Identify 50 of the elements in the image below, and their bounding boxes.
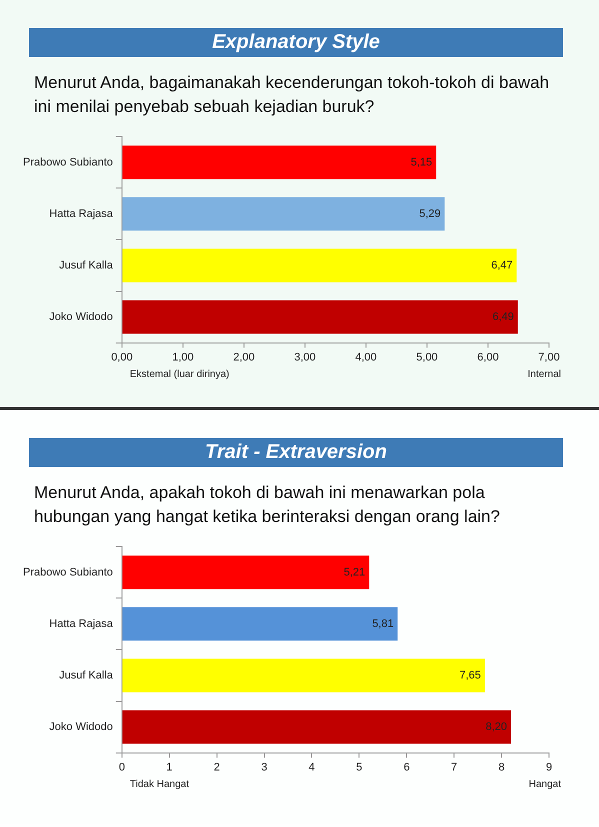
chart-subtitle: Menurut Anda, bagaimanakah kecenderungan tokoh-tokoh di bawah ini menilai penyebab sebuah kejadian buruk? [34, 72, 550, 118]
y-tick-label: Joko Widodo [49, 721, 113, 734]
bar [122, 658, 485, 692]
bar [122, 197, 445, 231]
x-tick-label: 0,00 [111, 351, 133, 364]
data-label: 6,49 [492, 311, 514, 324]
data-label: 5,15 [410, 156, 432, 168]
bar [122, 146, 436, 180]
x-tick-label: 7 [451, 761, 458, 774]
bar [122, 556, 370, 590]
x-tick-label: 3,00 [294, 351, 316, 364]
x-tick-label: 4 [308, 761, 315, 774]
x-tick-label: 5 [356, 761, 362, 774]
x-tick-label: 6 [404, 761, 410, 774]
x-tick-label: 1 [166, 761, 172, 774]
y-tick-label: Jusuf Kalla [59, 670, 114, 682]
y-tick-label: Jusuf Kalla [59, 260, 114, 272]
data-label: 6,47 [491, 260, 513, 272]
text: Hangat [528, 779, 561, 792]
x-tick-label: 5,00 [416, 351, 438, 364]
chart-title: Explanatory Style [29, 28, 563, 57]
x-tick-label: 2,00 [233, 351, 255, 364]
text: Ekstemal (luar dirinya) [130, 369, 230, 382]
text: Internal [528, 369, 561, 382]
chart-title: Trait - Extraversion [29, 438, 563, 467]
chart-subtitle: Menurut Anda, apakah tokoh di bawah ini menawarkan pola hubungan yang hangat ketika berinteraksi dengan orang lain? [34, 482, 501, 528]
x-tick-label: 3 [261, 761, 268, 774]
x-tick-label: 1,00 [172, 351, 194, 364]
data-label: 5,81 [372, 618, 394, 630]
x-tick-label: 8 [498, 761, 505, 774]
y-tick-label: Joko Widodo [49, 311, 113, 324]
data-label: 5,29 [419, 208, 441, 220]
x-tick-label: 7,00 [538, 351, 560, 364]
x-tick-label: 0 [118, 761, 125, 774]
y-tick-label: Prabowo Subianto [22, 566, 113, 578]
x-tick-label: 6,00 [477, 351, 499, 364]
bar [122, 607, 398, 641]
y-tick-label: Prabowo Subianto [22, 156, 113, 168]
bar [122, 300, 518, 334]
data-label: 8,20 [486, 721, 508, 734]
bar [122, 248, 517, 282]
x-tick-label: 2 [214, 761, 220, 774]
data-label: 7,65 [460, 670, 481, 682]
x-tick-label: 4,00 [355, 351, 377, 364]
text: Tidak Hangat [130, 779, 189, 792]
y-tick-label: Hatta Rajasa [49, 618, 114, 630]
data-label: 5,21 [344, 566, 366, 578]
y-tick-label: Hatta Rajasa [49, 208, 114, 220]
bar [122, 710, 512, 744]
x-tick-label: 9 [546, 761, 552, 774]
